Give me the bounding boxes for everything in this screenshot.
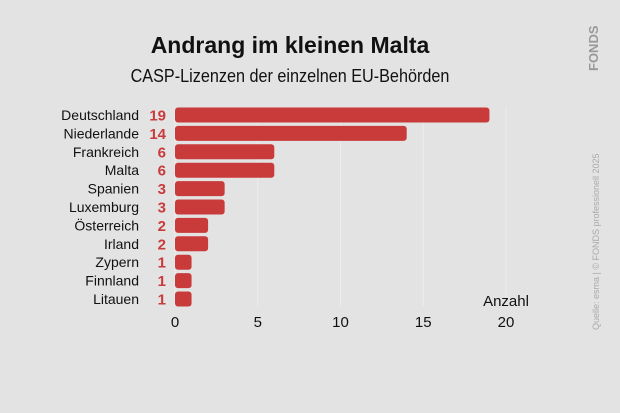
- category-label: Malta: [105, 162, 139, 178]
- bar-niederlande: [175, 125, 407, 141]
- category-label: Zypern: [95, 254, 139, 270]
- category-label: Österreich: [74, 216, 139, 233]
- value-label: 3: [158, 200, 166, 217]
- x-tick-label: 5: [254, 314, 262, 331]
- value-label: 2: [158, 218, 166, 235]
- source-note: Quelle: esma | © FONDS professionell 202…: [591, 153, 601, 330]
- x-axis-label: Anzahl: [483, 293, 529, 310]
- value-label: 14: [149, 126, 166, 143]
- x-tick-label: 0: [171, 314, 179, 331]
- bar-litauen: [175, 291, 192, 307]
- bar-frankreich: [175, 144, 275, 160]
- bar-finnland: [175, 273, 192, 289]
- chart-subtitle: CASP-Lizenzen der einzelnen EU-Behörden: [130, 66, 450, 86]
- category-label: Deutschland: [61, 107, 139, 123]
- value-label: 2: [158, 236, 166, 253]
- bar-irland: [175, 236, 209, 252]
- x-tick-label: 15: [415, 314, 432, 331]
- value-label: 6: [158, 163, 166, 180]
- value-label: 6: [158, 144, 166, 161]
- chart-title: Andrang im kleinen Malta: [150, 32, 430, 58]
- bar-zypern: [175, 254, 192, 270]
- x-tick-label: 10: [332, 314, 349, 331]
- value-label: 1: [158, 273, 166, 290]
- bar-deutschland: [175, 107, 490, 123]
- fonds-logo: FONDS: [586, 25, 601, 72]
- x-tick-label: 20: [498, 314, 515, 331]
- bar-malta: [175, 162, 275, 178]
- category-label: Frankreich: [73, 144, 139, 160]
- value-label: 19: [149, 108, 166, 125]
- value-label: 1: [158, 292, 166, 309]
- category-label: Irland: [104, 236, 139, 252]
- category-label: Litauen: [93, 291, 139, 307]
- bar-spanien: [175, 181, 225, 197]
- category-label: Luxemburg: [69, 199, 139, 215]
- value-label: 1: [158, 255, 166, 272]
- value-label: 3: [158, 181, 166, 198]
- bar-luxemburg: [175, 199, 225, 215]
- bar-österreich: [175, 217, 209, 233]
- category-label: Spanien: [88, 181, 139, 197]
- category-label: Niederlande: [64, 125, 140, 141]
- category-label: Finnland: [85, 273, 139, 289]
